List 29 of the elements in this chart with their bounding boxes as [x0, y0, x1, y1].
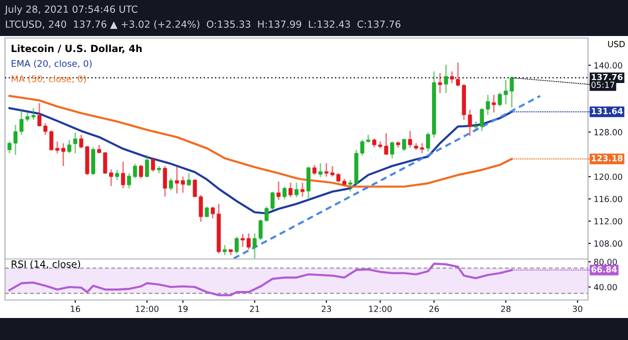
data-label: 131.64 — [592, 108, 623, 114]
y-tick-label: 120.00 — [594, 174, 622, 180]
y-tick-label: 140.00 — [594, 62, 622, 69]
text: Litecoin / U.S. Dollar, 4h — [12, 44, 142, 54]
annotation: 05:17 — [591, 82, 614, 88]
series-label: MA (50, close, 0) — [12, 75, 86, 84]
chart-title: RSI (14, close) — [12, 260, 80, 269]
y-tick-label: 40.00 — [594, 284, 617, 290]
data-label: 66.84 — [591, 266, 617, 272]
y-tick-label: 108.00 — [594, 240, 622, 247]
x-tick-label: 12:00 — [136, 306, 158, 312]
y-tick-label: 116.00 — [594, 196, 622, 202]
text: EMA (20, close, 0) — [12, 60, 92, 68]
text: LTCUSD, 240 137.76 ▲ +3.02 (+2.24%) O:135.33 H:137.99 L:132.43 C:137.76 — [6, 20, 400, 29]
x-tick-label: 26 — [429, 306, 439, 312]
x-tick-label: 19 — [178, 306, 188, 312]
x-tick-label: 16 — [70, 306, 80, 312]
y-axis-title: USD — [608, 40, 625, 48]
data-label: 123.18 — [592, 155, 623, 162]
text: July 28, 2021 07:54:46 UTC — [4, 5, 138, 15]
x-tick-label: 21 — [250, 306, 260, 312]
y-tick-label: 112.00 — [594, 218, 622, 224]
x-tick-label: 23 — [322, 306, 332, 312]
x-tick-label: 30 — [572, 306, 582, 312]
x-tick-label: 12:00 — [369, 306, 392, 312]
y-tick-label: 80.00 — [594, 258, 617, 266]
y-tick-label: 128.00 — [594, 129, 622, 136]
ref-line-label: 137.76 — [592, 74, 623, 80]
x-tick-label: 28 — [501, 306, 511, 312]
